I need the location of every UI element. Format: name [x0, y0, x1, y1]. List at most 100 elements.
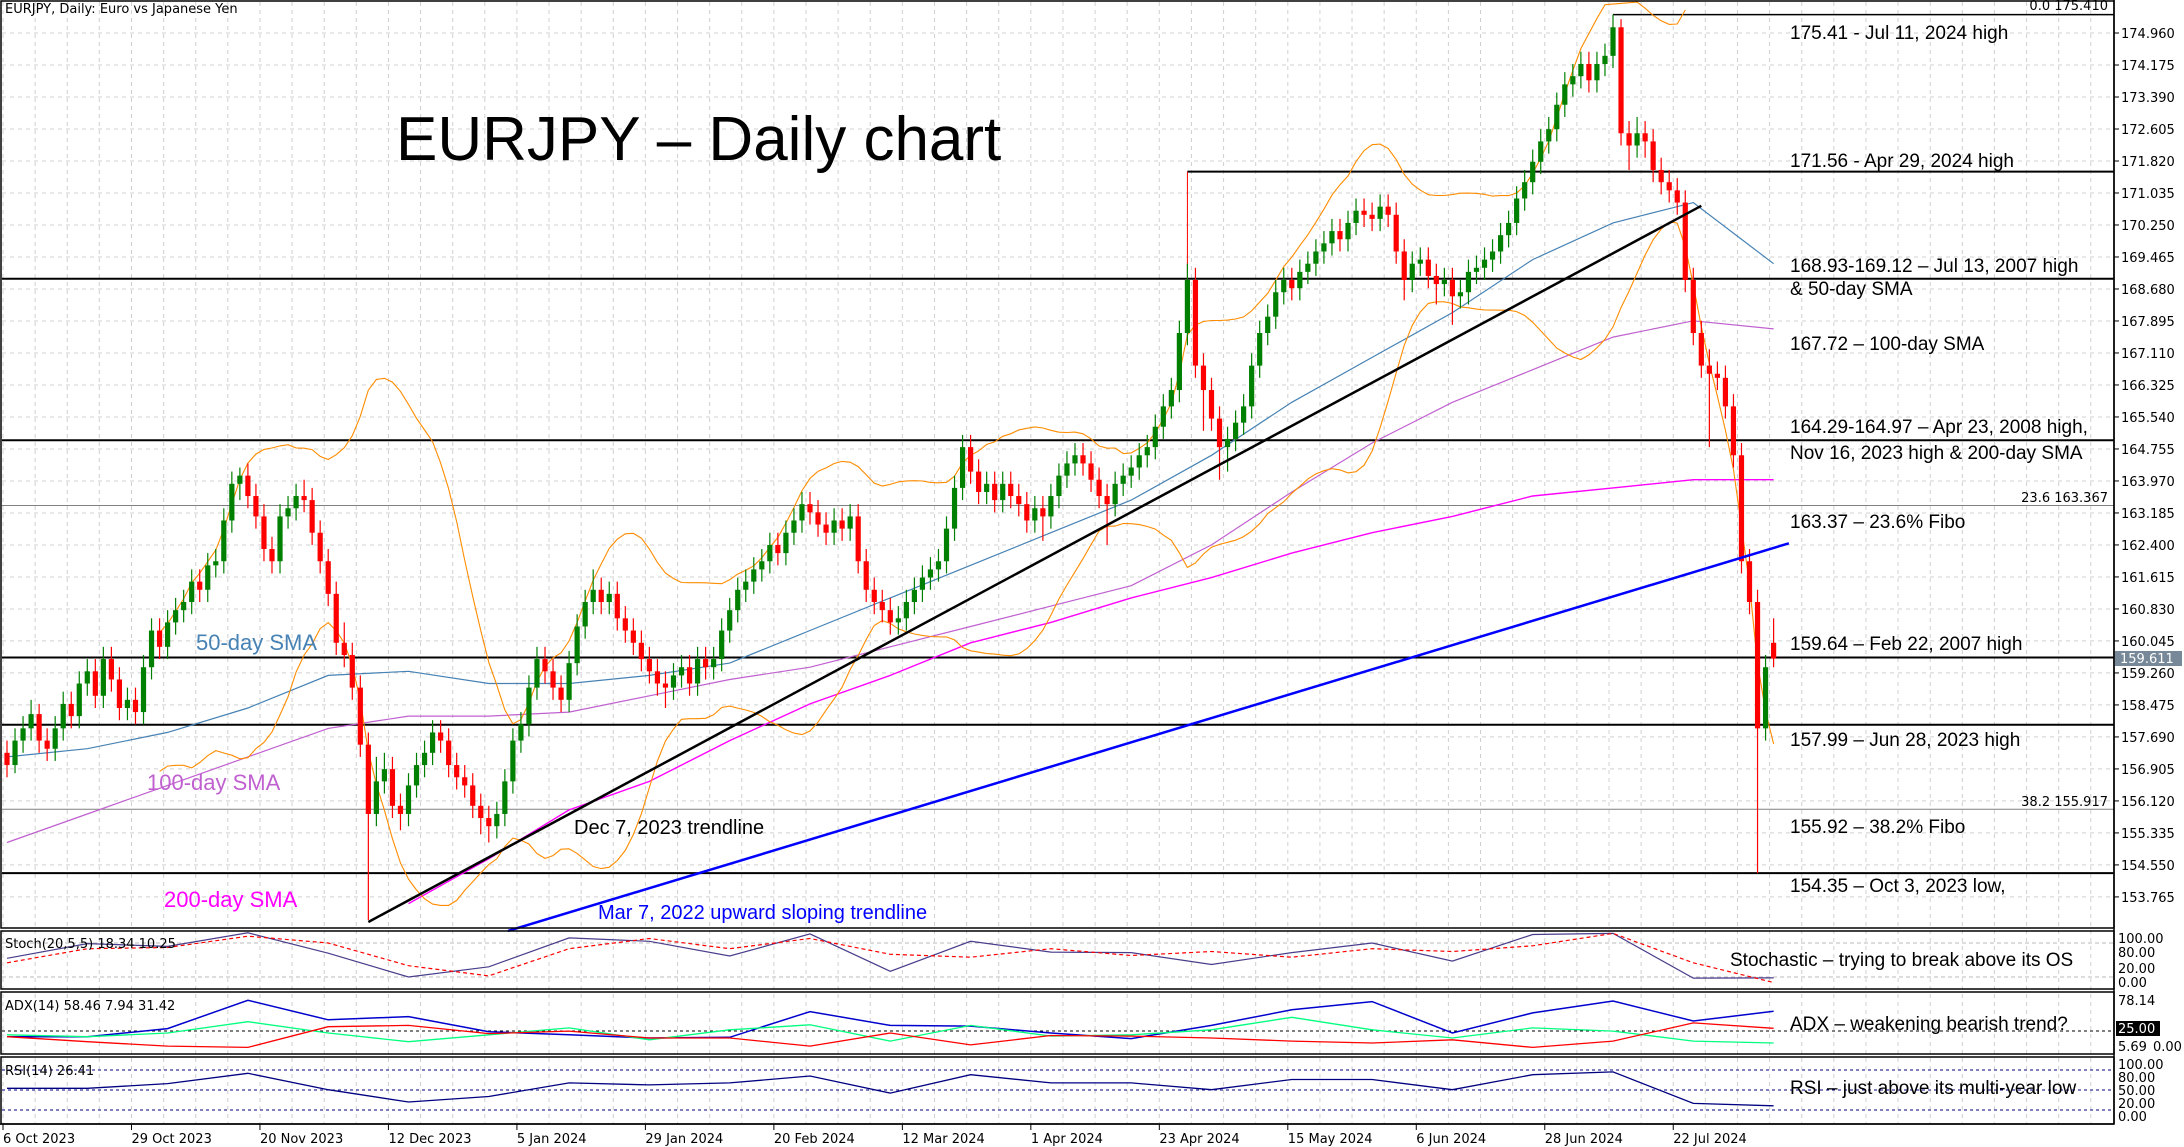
candle-bullish	[1064, 463, 1070, 476]
candle-bullish	[405, 785, 412, 814]
candle-bearish	[879, 602, 885, 611]
date-axis-label: 29 Jan 2024	[645, 1132, 723, 1147]
candle-bullish	[1570, 76, 1576, 85]
candle-bearish	[365, 744, 371, 814]
candle-bearish	[622, 618, 628, 631]
dec7-trendline-label: Dec 7, 2023 trendline	[574, 817, 764, 839]
candle-bearish	[333, 593, 339, 643]
stoch-note: Stochastic – trying to break above its O…	[1730, 950, 2073, 971]
candle-bullish	[1538, 141, 1544, 162]
candle-bearish	[1088, 463, 1094, 480]
candle-bullish	[148, 630, 155, 668]
candle-bearish	[1385, 206, 1391, 215]
candle-bullish	[895, 618, 901, 623]
stoch-panel-frame	[0, 930, 2115, 990]
candle-bullish	[381, 769, 388, 782]
price-axis-label: 159.260	[2121, 667, 2175, 682]
price-axis-label: 174.960	[2121, 27, 2175, 42]
candle-bearish	[309, 500, 315, 533]
candle-bearish	[1618, 27, 1624, 134]
candle-bullish	[1136, 455, 1142, 468]
date-axis-label: 6 Jun 2024	[1416, 1132, 1486, 1147]
candle-bearish	[1200, 365, 1207, 391]
date-axis-label: 1 Apr 2024	[1031, 1132, 1103, 1147]
candle-bearish	[1722, 377, 1729, 407]
candle-bearish	[638, 642, 644, 660]
candle-bullish	[1634, 133, 1640, 146]
level-label: 164.29-164.97 – Apr 23, 2008 high,	[1790, 417, 2088, 438]
candle-bearish	[1216, 418, 1223, 448]
candle-bullish	[783, 532, 789, 554]
candle-bearish	[662, 683, 669, 688]
price-axis-label: 157.690	[2121, 731, 2175, 746]
adx-axis-label: 5.69	[2118, 1040, 2147, 1055]
candle-bullish	[100, 659, 106, 696]
price-axis-label: 161.615	[2121, 571, 2175, 586]
stoch-header: Stoch(20,5,5) 18.34 10.25	[5, 937, 176, 952]
adx-axis-label: 25.00	[2118, 1022, 2155, 1037]
candle-bullish	[1762, 667, 1769, 729]
candle-bearish	[1642, 133, 1648, 142]
candle-bearish	[703, 659, 709, 668]
rsi-axis-label: 100.00	[2118, 1058, 2164, 1073]
candle-bullish	[1072, 455, 1078, 464]
candle-bullish	[606, 593, 612, 603]
candle-bearish	[68, 703, 74, 717]
candle-bearish	[598, 589, 604, 603]
candle-bullish	[1056, 475, 1062, 497]
candle-bullish	[791, 520, 797, 533]
candle-bullish	[1353, 210, 1359, 223]
date-axis-label: 12 Dec 2023	[388, 1132, 471, 1147]
candle-bullish	[1554, 104, 1560, 130]
candle-bullish	[20, 728, 26, 741]
adx-axis-label: 0.00	[2153, 1040, 2182, 1055]
level-label: 175.41 - Jul 11, 2024 high	[1790, 23, 2008, 44]
candle-bearish	[1706, 365, 1712, 374]
candle-bearish	[1674, 190, 1680, 203]
price-axis-label: 164.755	[2121, 443, 2175, 458]
candle-bearish	[686, 667, 693, 684]
rsi-axis-label: 80.00	[2118, 1071, 2155, 1086]
candle-bullish	[1232, 422, 1239, 439]
candle-bullish	[1128, 467, 1134, 476]
candle-bullish	[719, 630, 725, 660]
rsi-line	[7, 1071, 1774, 1107]
candle-bearish	[823, 524, 829, 533]
candle-bullish	[1497, 235, 1504, 252]
candle-bearish	[470, 785, 476, 806]
grid	[2, 2, 2114, 1123]
candle-bearish	[462, 777, 468, 786]
candle-bullish	[1562, 84, 1568, 105]
candle-bullish	[670, 675, 677, 688]
candle-bullish	[1297, 271, 1303, 289]
candle-bearish	[807, 504, 813, 513]
candle-bullish	[12, 740, 18, 766]
candle-bearish	[839, 520, 845, 529]
sma50-line	[6, 201, 1774, 758]
level-label: 168.93-169.12 – Jul 13, 2007 high	[1790, 256, 2078, 277]
candle-bearish	[1425, 259, 1431, 276]
level-label: 159.64 – Feb 22, 2007 high	[1790, 634, 2022, 655]
stoch-axis-label: 80.00	[2118, 946, 2155, 961]
candle-bullish	[590, 589, 596, 603]
candle-bearish	[1008, 483, 1014, 497]
candle-bearish	[116, 679, 123, 708]
candle-bearish	[1024, 504, 1030, 521]
candle-bearish	[446, 740, 452, 766]
candle-bullish	[510, 740, 516, 782]
price-axis-label: 174.175	[2121, 59, 2175, 74]
candle-bullish	[413, 765, 420, 786]
candle-bearish	[44, 740, 50, 749]
date-axis-label: 6 Oct 2023	[3, 1132, 75, 1147]
candle-bullish	[124, 699, 131, 708]
candle-bullish	[1594, 63, 1600, 81]
candle-bullish	[421, 752, 428, 766]
level-label: 157.99 – Jun 28, 2023 high	[1790, 730, 2020, 751]
candle-bearish	[992, 483, 998, 501]
candle-bullish	[140, 667, 147, 713]
candle-bearish	[341, 642, 347, 655]
level-label: & 50-day SMA	[1790, 279, 1913, 300]
candle-bearish	[454, 765, 460, 778]
candle-bullish	[1506, 222, 1512, 236]
